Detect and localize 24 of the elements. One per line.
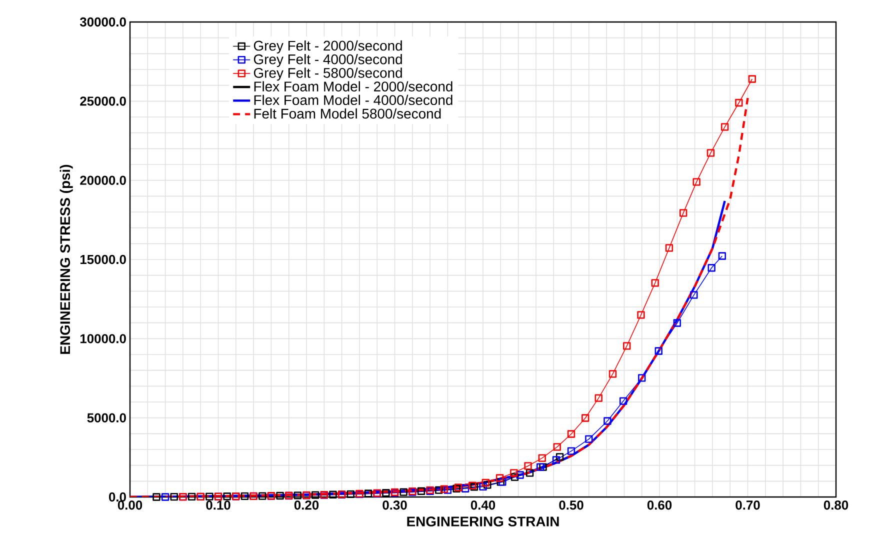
x-tick-label: 0.80	[824, 500, 848, 510]
x-tick-label: 0.40	[470, 500, 496, 510]
legend-label: Grey Felt - 4000/second	[254, 54, 402, 68]
y-tick-label: 25000.0	[80, 96, 126, 106]
y-tick-label: 5000.0	[87, 413, 126, 422]
y-tick-label: 20000.0	[80, 176, 126, 185]
legend-label: Flex Foam Model - 4000/second	[254, 94, 452, 106]
y-tick-label: 10000.0	[80, 334, 126, 344]
x-tick-label: 0.50	[559, 500, 584, 510]
x-tick-label: 0.60	[647, 500, 672, 510]
y-axis-title: ENGINEERING STRESS (psi)	[60, 164, 73, 354]
x-axis-title: ENGINEERING STRAIN	[407, 516, 559, 526]
x-tick-label: 0.70	[736, 500, 760, 510]
x-tick-label: 0.10	[206, 500, 230, 510]
x-tick-label: 0.20	[294, 500, 319, 510]
legend-label: Grey Felt - 5800/second	[254, 68, 402, 81]
y-tick-label: 0.0	[108, 492, 126, 502]
x-tick-label: 0.00	[118, 500, 142, 510]
legend-label: Felt Foam Model 5800/second	[254, 108, 441, 119]
x-tick-label: 0.30	[382, 500, 407, 510]
y-tick-label: 15000.0	[80, 254, 126, 264]
legend-label: Flex Foam Model - 2000/second	[254, 81, 452, 92]
y-tick-label: 30000.0	[80, 17, 126, 27]
legend-label: Grey Felt - 2000/second	[254, 40, 402, 54]
